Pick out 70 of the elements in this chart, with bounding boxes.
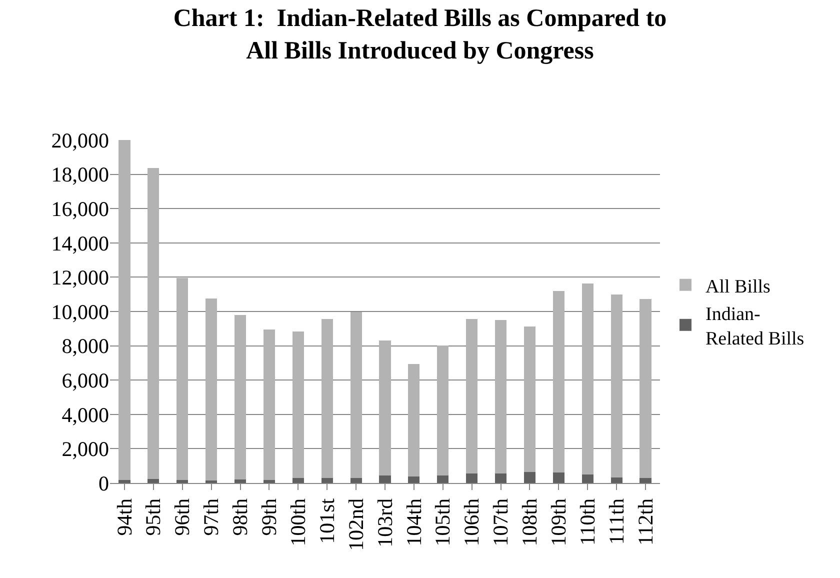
legend-label: Indian-Related Bills: [706, 304, 804, 350]
y-tick-label: 4,000: [62, 402, 109, 427]
bar: [206, 298, 218, 481]
x-tick-label: 112th: [633, 498, 658, 546]
bar: [379, 340, 391, 476]
x-tick-label: 111th: [604, 498, 628, 545]
x-tick-label: 103rd: [372, 498, 397, 548]
bar: [148, 478, 160, 483]
bar: [292, 332, 304, 478]
x-tick-label: 106th: [460, 498, 484, 546]
bar: [350, 312, 362, 478]
y-tick-label: 12,000: [51, 266, 109, 290]
bar: [118, 140, 130, 480]
y-tick-label: 14,000: [51, 231, 109, 256]
bar: [176, 278, 188, 480]
x-tick-label: 108th: [518, 498, 542, 546]
x-tick-label: 104th: [402, 498, 426, 546]
y-tick-label: 0: [98, 471, 109, 496]
bar: [495, 320, 507, 474]
bar: [408, 364, 420, 476]
bar: [234, 480, 246, 483]
bar: [640, 298, 652, 478]
bar: [552, 290, 564, 473]
bar: [610, 478, 622, 483]
x-tick-label: 105th: [430, 498, 455, 546]
x-tick-label: 95th: [141, 498, 166, 536]
bar: [408, 476, 420, 483]
x-tick-label: 99th: [257, 498, 282, 536]
bar: [582, 474, 594, 483]
bar: [263, 330, 275, 480]
x-tick-label: 100th: [286, 498, 310, 546]
bar: [466, 473, 478, 483]
bar: [118, 480, 130, 483]
bar: [321, 478, 333, 483]
x-tick-label: 107th: [488, 498, 513, 546]
y-tick-label: 2,000: [62, 437, 109, 462]
x-tick-label: 94th: [112, 498, 136, 536]
x-tick-label: 98th: [228, 498, 252, 536]
y-tick-label: 10,000: [51, 300, 109, 324]
legend-label: All Bills: [706, 276, 770, 298]
x-tick-label: 109th: [546, 498, 571, 546]
bar: [234, 315, 246, 480]
x-tick-label: 102nd: [344, 498, 368, 551]
bar: [350, 478, 362, 483]
bar: [582, 284, 594, 474]
y-tick-label: 18,000: [51, 162, 109, 187]
bar: [610, 294, 622, 478]
bar: [263, 480, 275, 483]
bar: [524, 326, 536, 472]
bar: [552, 472, 564, 483]
x-tick-label: 96th: [170, 498, 194, 536]
bar: [524, 472, 536, 483]
bar: [379, 475, 391, 483]
bar: [437, 475, 449, 483]
x-tick-label: 101st: [314, 498, 339, 544]
bar: [437, 345, 449, 476]
chart-title: Chart 1: Indian-Related Bills as Compared to All Bills Introduced by Congress: [173, 5, 667, 65]
bar: [292, 478, 304, 483]
y-tick-label: 16,000: [51, 196, 109, 221]
bar: [466, 319, 478, 474]
x-tick-label: 110th: [575, 498, 600, 546]
bar: [321, 319, 333, 478]
y-tick-label: 6,000: [62, 368, 109, 392]
bar: [640, 478, 652, 483]
y-tick-label: 20,000: [51, 128, 109, 152]
x-tick-label: 97th: [199, 498, 224, 536]
bar: [148, 168, 160, 479]
bar: [176, 480, 188, 483]
y-tick-label: 8,000: [62, 334, 109, 358]
bar: [495, 473, 507, 483]
